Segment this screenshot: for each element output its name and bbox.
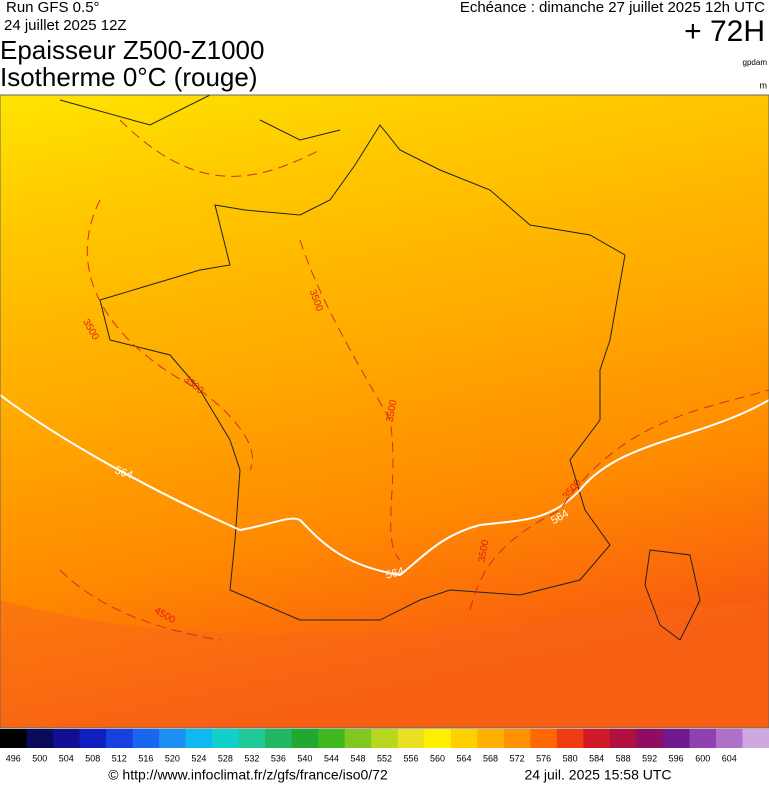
run: Run GFS 0.5° (6, 0, 100, 16)
colorbar-swatch (185, 729, 213, 748)
colorbar-label: 572 (510, 753, 525, 763)
colorbar: 496 500 504 508 512 516 520 524 528 532 536 540 544 5… (0, 729, 769, 763)
colorbar-swatch (265, 729, 293, 748)
colorbar-swatch (662, 729, 690, 748)
colorbar-swatch (0, 729, 28, 748)
contour-label: 564 (113, 464, 134, 482)
colorbar-swatch (583, 729, 611, 748)
colorbar-label: 556 (404, 753, 419, 763)
colorbar-label: 564 (457, 753, 472, 763)
colorbar-swatch (106, 729, 134, 748)
colorbar-swatch (212, 729, 240, 748)
footer-url: © http://www.infoclimat.fr/z/gfs/france/… (108, 767, 388, 783)
colorbar-label: 496 (6, 753, 21, 763)
colorbar-label: 532 (244, 753, 259, 763)
england-coast (59, 95, 341, 141)
colorbar-label: 580 (563, 753, 578, 763)
colorbar-label: 544 (324, 753, 339, 763)
colorbar-label: 548 (350, 753, 365, 763)
colorbar-swatch (26, 729, 54, 748)
colorbar-label: 596 (669, 753, 684, 763)
colorbar-swatch (318, 729, 346, 748)
unit: gpdam (743, 58, 768, 67)
run-date: 24 juillet 2025 12Z (4, 17, 127, 34)
colorbar-swatch (689, 729, 717, 748)
contour-label: 564 (384, 565, 405, 581)
header: Run GFS 0.5° 24 juillet 2025 12Z Echéanc… (0, 0, 767, 92)
colorbar-label: 584 (589, 753, 604, 763)
colorbar-label: 536 (271, 753, 286, 763)
france-outline (99, 124, 626, 621)
map-frame (0, 94, 769, 729)
unit: m (760, 80, 768, 90)
colorbar-swatch (530, 729, 558, 748)
colorbar-label: 568 (483, 753, 498, 763)
colorbar-label: 576 (536, 753, 551, 763)
colorbar-label: 516 (138, 753, 153, 763)
colorbar-swatch (132, 729, 160, 748)
colorbar-label: 528 (218, 753, 233, 763)
colorbar-swatch (556, 729, 584, 748)
colorbar-label: 588 (616, 753, 631, 763)
valid-time: Echéance : dimanche 27 juillet 2025 12h … (460, 0, 765, 16)
shading (0, 600, 769, 728)
corsica (644, 549, 701, 641)
isotherm-lines (59, 119, 769, 641)
colorbar-swatch (238, 729, 266, 748)
thickness-564-contour (0, 394, 769, 577)
colorbar-label: 592 (642, 753, 657, 763)
colorbar-label: 500 (32, 753, 47, 763)
title: Epaisseur Z500-Z1000 (0, 35, 264, 65)
colorbar-label: 504 (59, 753, 74, 763)
colorbar-label: 524 (191, 753, 206, 763)
colorbar-swatch (159, 729, 187, 748)
thickness-labels: 564 564 564 (113, 464, 571, 581)
colorbar-swatch (291, 729, 319, 748)
colorbar-swatch (450, 729, 478, 748)
colorbar-swatch (477, 729, 505, 748)
subtitle: Isotherme 0°C (rouge) (0, 62, 258, 92)
colorbar-label: 560 (430, 753, 445, 763)
footer-timestamp: 24 juil. 2025 15:58 UTC (524, 767, 671, 783)
colorbar-swatch (424, 729, 452, 748)
contour-label: 3500 (477, 539, 492, 563)
colorbar-swatch (79, 729, 107, 748)
colorbar-swatch (397, 729, 425, 748)
colorbar-swatch (371, 729, 399, 748)
lead-time: + 72H (684, 15, 765, 48)
colorbar-label: 600 (695, 753, 710, 763)
colorbar-label: 540 (297, 753, 312, 763)
colorbar-label: 520 (165, 753, 180, 763)
colorbar-swatch (636, 729, 664, 748)
colorbar-swatch (742, 729, 769, 748)
colorbar-swatch (344, 729, 372, 748)
colorbar-swatch (503, 729, 531, 748)
colorbar-swatch (609, 729, 637, 748)
colorbar-label: 508 (85, 753, 100, 763)
colorbar-swatch (53, 729, 81, 748)
colorbar-swatch (715, 729, 743, 748)
colorbar-label: 552 (377, 753, 392, 763)
colorbar-label: 604 (722, 753, 737, 763)
contour-label: 3500 (385, 399, 400, 423)
map: 3500 3500 3500 3500 3500 3500 4500 564 5… (0, 95, 769, 728)
colorbar-label: 512 (112, 753, 127, 763)
